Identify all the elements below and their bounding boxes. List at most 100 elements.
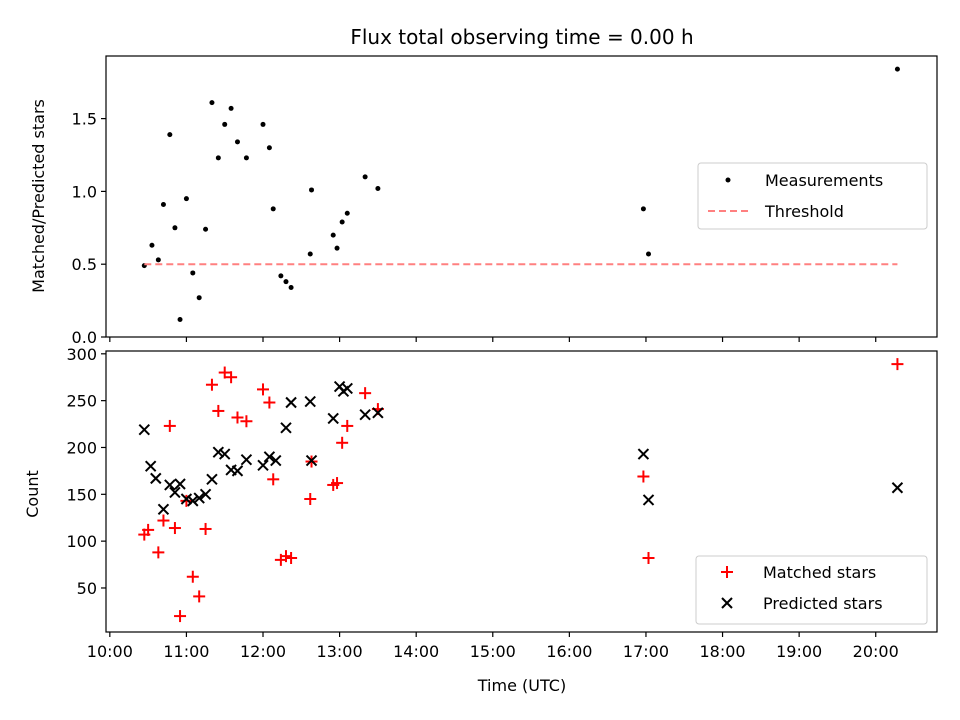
predicted-stars-point [199, 488, 212, 501]
predicted-stars-point [891, 482, 904, 494]
measurement-point [362, 174, 368, 180]
matched-stars-point [212, 404, 225, 417]
measurements-panel: 0.0 0.5 1.0 1.5 Matched/Predicted stars Mea… [29, 55, 938, 347]
predicted-stars-point [305, 454, 318, 467]
matched-stars-point [240, 415, 253, 428]
measurement-point [266, 145, 272, 151]
measurement-point [155, 257, 161, 263]
x-tick-label: 11:00 [163, 642, 209, 661]
measurement-point [283, 279, 289, 285]
matched-stars-point [263, 396, 276, 409]
measurement-point [288, 284, 294, 290]
measurements-y-axis-label: Matched/Predicted stars [29, 99, 48, 293]
y-tick-label: 0.5 [72, 255, 97, 274]
x-axis-label: Time (UTC) [477, 676, 566, 695]
measurement-point [203, 226, 209, 232]
x-tick-label: 15:00 [470, 642, 516, 661]
matched-stars-point [257, 383, 270, 396]
matched-legend-label: Matched stars [763, 563, 876, 582]
predicted-stars-point [174, 478, 186, 490]
measurement-point [234, 139, 240, 145]
counts-legend: Matched stars Predicted stars [695, 555, 928, 625]
x-tick-label: 19:00 [776, 642, 822, 661]
threshold-legend-label: Threshold [764, 202, 844, 221]
measurement-point [339, 219, 345, 225]
y-tick-label: 50 [77, 579, 97, 598]
predicted-stars-point [206, 473, 218, 486]
x-tick-label: 16:00 [546, 642, 592, 661]
counts-ticks: 50 100 150 200 250 300 10:00 11:00 12:00 13:00 14:… [66, 345, 898, 661]
measurements-legend: Measurements Threshold [697, 162, 928, 230]
measurement-point [278, 273, 284, 279]
measurement-point [243, 155, 249, 161]
predicted-stars-point [304, 395, 316, 408]
matched-stars-point [205, 378, 218, 391]
predicted-stars-point [187, 495, 199, 507]
y-tick-label: 0.0 [72, 328, 97, 347]
predicted-stars-point [359, 408, 371, 421]
measurement-point [344, 210, 350, 216]
predicted-stars-point [270, 454, 282, 467]
y-tick-label: 250 [66, 392, 97, 411]
measurement-point [222, 121, 228, 127]
x-tick-label: 17:00 [623, 642, 669, 661]
y-tick-label: 1.5 [72, 110, 97, 129]
predicted-stars-point [372, 407, 384, 419]
measurements-marks [141, 66, 900, 323]
predicted-stars-point [341, 382, 353, 395]
predicted-stars-point [263, 451, 276, 463]
predicted-stars-point [231, 465, 244, 477]
measurements-legend-marker [725, 177, 731, 183]
predicted-legend-label: Predicted stars [763, 594, 883, 613]
predicted-stars-point [257, 459, 269, 471]
measurement-point [260, 121, 266, 127]
matched-stars-point [891, 358, 904, 371]
predicted-stars-point [219, 448, 231, 460]
measurement-point [640, 206, 646, 212]
measurement-point [894, 66, 900, 72]
matched-stars-point [157, 514, 170, 527]
measurement-point [160, 202, 166, 208]
predicted-stars-point [144, 460, 157, 472]
y-tick-label: 1.0 [72, 182, 97, 201]
matched-stars-point [267, 473, 280, 486]
x-tick-label: 13:00 [317, 642, 363, 661]
counts-y-axis-label: Count [23, 470, 42, 518]
counts-legend-frame [695, 555, 928, 625]
y-tick-label: 150 [66, 485, 97, 504]
matched-stars-point [163, 419, 176, 432]
matched-stars-point [168, 522, 181, 535]
measurement-point [330, 232, 336, 238]
predicted-stars-point [212, 446, 225, 458]
matched-stars-point [174, 610, 187, 623]
counts-panel: 50 100 150 200 250 300 10:00 11:00 12:00 13:00 14:… [23, 345, 938, 695]
measurement-point [172, 225, 178, 231]
measurement-point [270, 206, 276, 212]
predicted-stars-point [280, 422, 292, 434]
predicted-stars-point [157, 503, 170, 516]
y-tick-label: 300 [66, 345, 97, 364]
x-tick-label: 12:00 [240, 642, 286, 661]
measurement-point [190, 270, 196, 276]
matched-stars-point [642, 552, 655, 565]
matched-stars-point [331, 477, 344, 490]
matched-stars-point [180, 494, 193, 507]
counts-marks [138, 358, 904, 623]
matched-stars-point [285, 552, 298, 565]
matched-stars-point [193, 590, 206, 603]
x-tick-label: 18:00 [699, 642, 745, 661]
matched-stars-point [359, 387, 372, 400]
predicted-stars-point [180, 493, 193, 505]
measurement-point [167, 132, 173, 138]
predicted-stars-point [285, 396, 297, 409]
measurement-point [183, 196, 189, 202]
matched-stars-point [142, 523, 155, 536]
measurement-point [334, 245, 340, 251]
predicted-stars-point [193, 492, 205, 504]
measurement-point [209, 100, 215, 106]
measurement-point [309, 187, 315, 193]
matched-stars-point [199, 522, 212, 535]
predicted-stars-point [240, 453, 253, 466]
measurements-legend-label: Measurements [765, 171, 883, 190]
